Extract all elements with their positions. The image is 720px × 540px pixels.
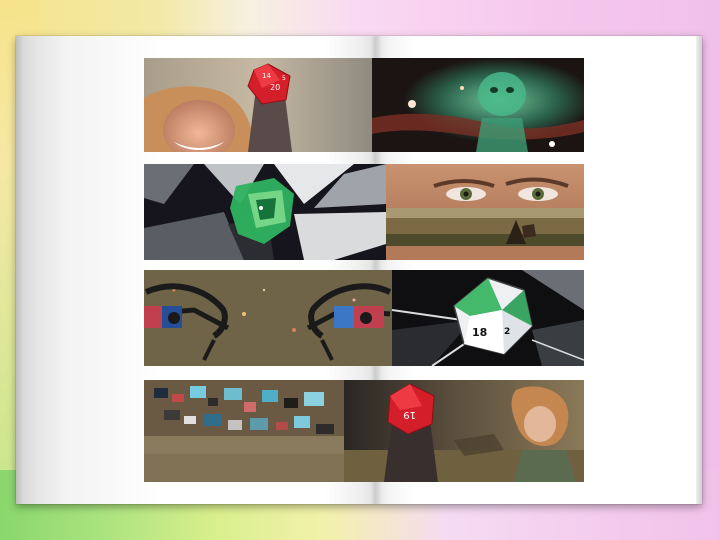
green-glitch-shape — [230, 178, 294, 244]
landscape-band — [386, 208, 584, 246]
image-panel-red-d20-battlefield: 19 — [344, 380, 584, 482]
red-d20-die-icon: 14 20 5 — [247, 63, 291, 105]
image-panel-green-creature — [372, 58, 584, 152]
image-panel-pixel-glitch — [144, 380, 344, 482]
image-panel-stylized-eyes — [144, 270, 392, 366]
open-book: 14 20 5 — [16, 36, 702, 504]
green-white-d20-die-icon: 18 2 — [453, 277, 533, 355]
right-page-edge — [696, 36, 702, 504]
image-panel-man-eyes-landscape — [386, 164, 584, 260]
svg-text:20: 20 — [270, 83, 280, 92]
svg-text:18: 18 — [472, 326, 487, 339]
svg-text:19: 19 — [403, 409, 416, 420]
svg-text:14: 14 — [262, 72, 271, 80]
svg-text:5: 5 — [282, 75, 286, 82]
red-d20-die-icon: 19 — [387, 383, 435, 435]
young-man-figure — [511, 386, 576, 482]
svg-text:2: 2 — [504, 327, 510, 337]
image-panel-green-d20: 18 2 — [392, 270, 584, 366]
image-panel-woman-d20: 14 20 5 — [144, 58, 372, 152]
image-panel-green-glitch-shards — [144, 164, 386, 260]
left-page-edge — [16, 36, 24, 504]
